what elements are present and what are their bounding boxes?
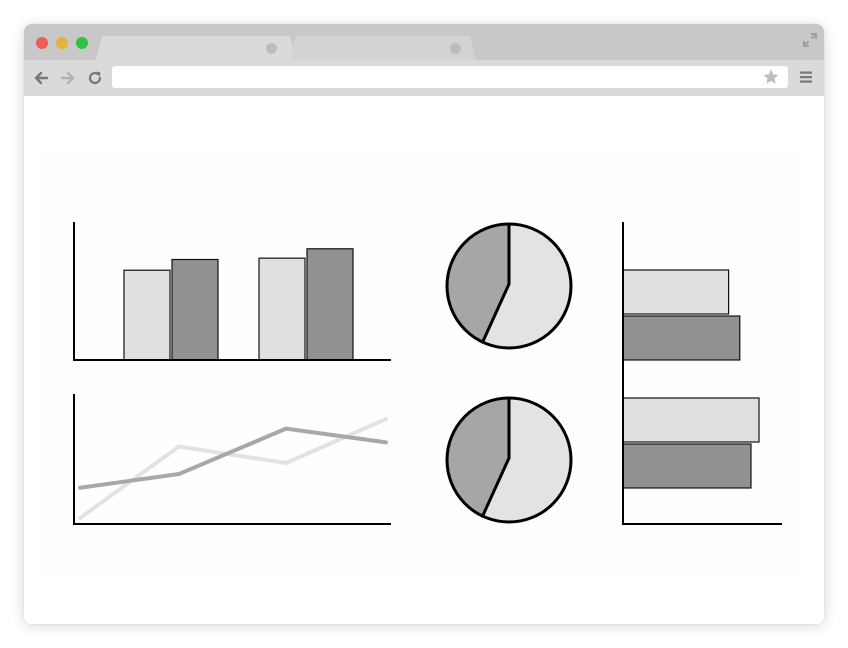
maximize-window-button[interactable] [76, 37, 88, 49]
tab-bar [24, 24, 824, 60]
pie2-slice-2 [447, 398, 509, 517]
address-bar[interactable] [112, 66, 788, 88]
pie1-divider-2 [481, 282, 511, 344]
pie2-divider-2 [481, 456, 511, 518]
pie2-slice-1 [482, 398, 571, 522]
pie1-slice-1 [482, 224, 571, 348]
reload-icon[interactable] [86, 69, 104, 87]
menu-icon[interactable] [798, 69, 814, 85]
illustration-canvas [40, 154, 800, 578]
pie1-slice-2 [447, 224, 509, 343]
star-icon[interactable] [762, 68, 780, 86]
hbar-g2-s1 [622, 397, 760, 443]
back-icon[interactable] [32, 69, 50, 87]
hbar-g1-s2 [622, 315, 741, 361]
bar-g1-s2 [171, 258, 219, 361]
bar-chart-axes [73, 222, 391, 361]
line-series-2 [78, 426, 388, 490]
tab-close-icon[interactable] [450, 43, 461, 54]
hbar-g2-s2 [622, 443, 752, 489]
browser-window [24, 24, 824, 624]
minimize-window-button[interactable] [56, 37, 68, 49]
bar-g1-s1 [123, 269, 171, 361]
page-content [24, 96, 824, 624]
tab-active[interactable] [96, 36, 296, 60]
tab-close-icon[interactable] [266, 43, 277, 54]
bar-g2-s1 [258, 257, 306, 361]
close-window-button[interactable] [36, 37, 48, 49]
toolbar [24, 60, 824, 96]
charts-illustration [73, 222, 782, 525]
hbar-chart-axes [622, 222, 782, 525]
line-chart-axes [73, 394, 391, 525]
tab-inactive[interactable] [290, 36, 476, 60]
hbar-g1-s1 [622, 269, 730, 315]
bar-g2-s2 [306, 248, 354, 361]
expand-icon[interactable] [802, 32, 818, 48]
line-series-1 [78, 417, 388, 520]
forward-icon[interactable] [59, 69, 77, 87]
